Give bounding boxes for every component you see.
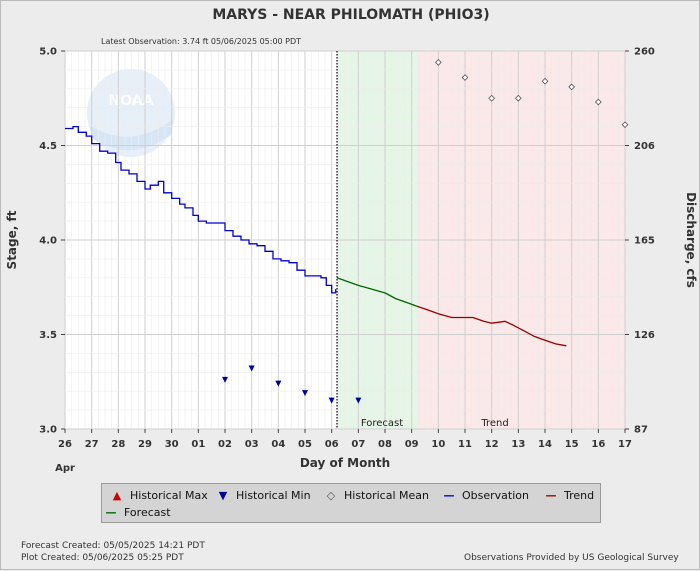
x-tick-label: 11: [458, 439, 472, 450]
x-tick-label: 09: [405, 439, 419, 450]
line-icon: —: [443, 489, 455, 502]
legend-label: Historical Mean: [344, 489, 429, 502]
grid-lines: [64, 50, 626, 430]
y-tick-label: 3.0: [39, 425, 57, 436]
noaa-logo: NOAA: [87, 69, 175, 157]
historical-mean-marker: [461, 74, 469, 81]
trend-region-label: Trend: [480, 418, 508, 429]
x-tick-label: 02: [218, 439, 232, 450]
line-icon: —: [105, 506, 117, 519]
y-tick-label: 3.5: [39, 330, 57, 341]
plot-created-label: Plot Created: 05/06/2025 05:25 PDT: [21, 553, 184, 563]
legend-item-forecast: — Forecast: [102, 506, 171, 520]
historical-min-marker: [248, 365, 255, 372]
x-tick-label: 30: [165, 439, 179, 450]
series-layer: [65, 125, 567, 347]
historical-mean-marker: [568, 83, 576, 91]
y-tick-label: 4.0: [39, 236, 57, 247]
x-tick-label: 28: [111, 439, 125, 450]
x-axis-label: Day of Month: [300, 456, 390, 470]
x-tick-label: 05: [298, 439, 312, 450]
historical-min-marker: [275, 380, 282, 387]
legend-item-historical-mean: ◇ Historical Mean: [322, 489, 429, 503]
y2-tick-label: 126: [634, 330, 655, 341]
x-tick-label: 01: [191, 439, 205, 450]
historical-mean-marker: [621, 121, 629, 129]
historical-mean-marker: [488, 94, 496, 102]
markers-layer: [222, 58, 629, 404]
historical-mean-marker: [514, 94, 522, 102]
x-tick-label: 26: [58, 439, 72, 450]
line-icon: —: [545, 489, 557, 502]
x-tick-label: 27: [85, 439, 99, 450]
x-tick-label: 15: [565, 439, 579, 450]
legend-label: Trend: [564, 489, 595, 502]
historical-min-marker: [328, 397, 335, 404]
legend-label: Forecast: [124, 506, 171, 519]
y-tick-label: 4.5: [39, 141, 57, 152]
historical-min-marker: [355, 397, 362, 404]
legend: ▲ Historical Max ▼ Historical Min ◇ Histori…: [101, 483, 601, 523]
x-tick-label: 06: [325, 439, 339, 450]
x-axis-ticks: 26 27 28 29 30 01 02 03 04 05 06 07 08 09 10 11 12 13 14 15…: [58, 429, 632, 450]
x-tick-label: 12: [485, 439, 499, 450]
historical-min-marker: [222, 376, 228, 383]
series-line-forecast: [336, 277, 418, 307]
x-tick-label: 03: [245, 439, 259, 450]
noaa-logo-text: NOAA: [109, 93, 154, 109]
y2-tick-label: 87: [634, 425, 648, 436]
forecast-region-label: Forecast: [361, 418, 403, 429]
legend-item-historical-max: ▲ Historical Max: [108, 489, 208, 503]
x-tick-label: 13: [511, 439, 525, 450]
legend-label: Historical Max: [130, 489, 208, 502]
triangle-down-icon: ▼: [218, 489, 228, 502]
x-tick-label: 04: [271, 439, 285, 450]
triangle-up-icon: ▲: [112, 489, 122, 502]
legend-label: Observation: [462, 489, 529, 502]
legend-item-observation: — Observation: [440, 489, 529, 503]
y-axis-ticks: 5.0 4.5 4.0 3.5 3.0: [39, 47, 65, 436]
series-line-trend: [416, 305, 567, 347]
legend-item-historical-min: ▼ Historical Min: [214, 489, 311, 503]
legend-label: Historical Min: [236, 489, 311, 502]
x-tick-label: 17: [618, 439, 632, 450]
y2-tick-label: 206: [634, 141, 655, 152]
historical-mean-marker: [541, 77, 549, 85]
historical-min-marker: [302, 390, 308, 397]
diamond-icon: ◇: [326, 489, 336, 502]
latest-observation-label: Latest Observation: 3.74 ft 05/06/2025 0…: [101, 37, 301, 46]
y2-tick-label: 260: [634, 47, 655, 58]
x-tick-label: 07: [351, 439, 365, 450]
x-tick-label: 29: [138, 439, 152, 450]
chart-title: MARYS - NEAR PHILOMATH (PHIO3): [212, 7, 489, 23]
forecast-created-label: Forecast Created: 05/05/2025 14:21 PDT: [21, 541, 205, 551]
series-line-observation: [65, 125, 337, 294]
month-label: Apr: [55, 463, 75, 474]
y2-axis-label: Discharge, cfs: [684, 192, 698, 288]
x-tick-label: 10: [431, 439, 445, 450]
data-provider-label: Observations Provided by US Geological S…: [464, 553, 679, 563]
historical-mean-marker: [594, 98, 602, 106]
x-tick-label: 14: [538, 439, 552, 450]
y2-tick-label: 165: [634, 236, 655, 247]
historical-mean-marker: [434, 58, 442, 66]
legend-item-trend: — Trend: [542, 489, 595, 503]
y2-axis-ticks: 260 206 165 126 87: [625, 47, 655, 436]
y-tick-label: 5.0: [39, 47, 57, 58]
x-tick-label: 08: [378, 439, 392, 450]
x-tick-label: 16: [591, 439, 605, 450]
y-axis-label: Stage, ft: [5, 210, 19, 269]
